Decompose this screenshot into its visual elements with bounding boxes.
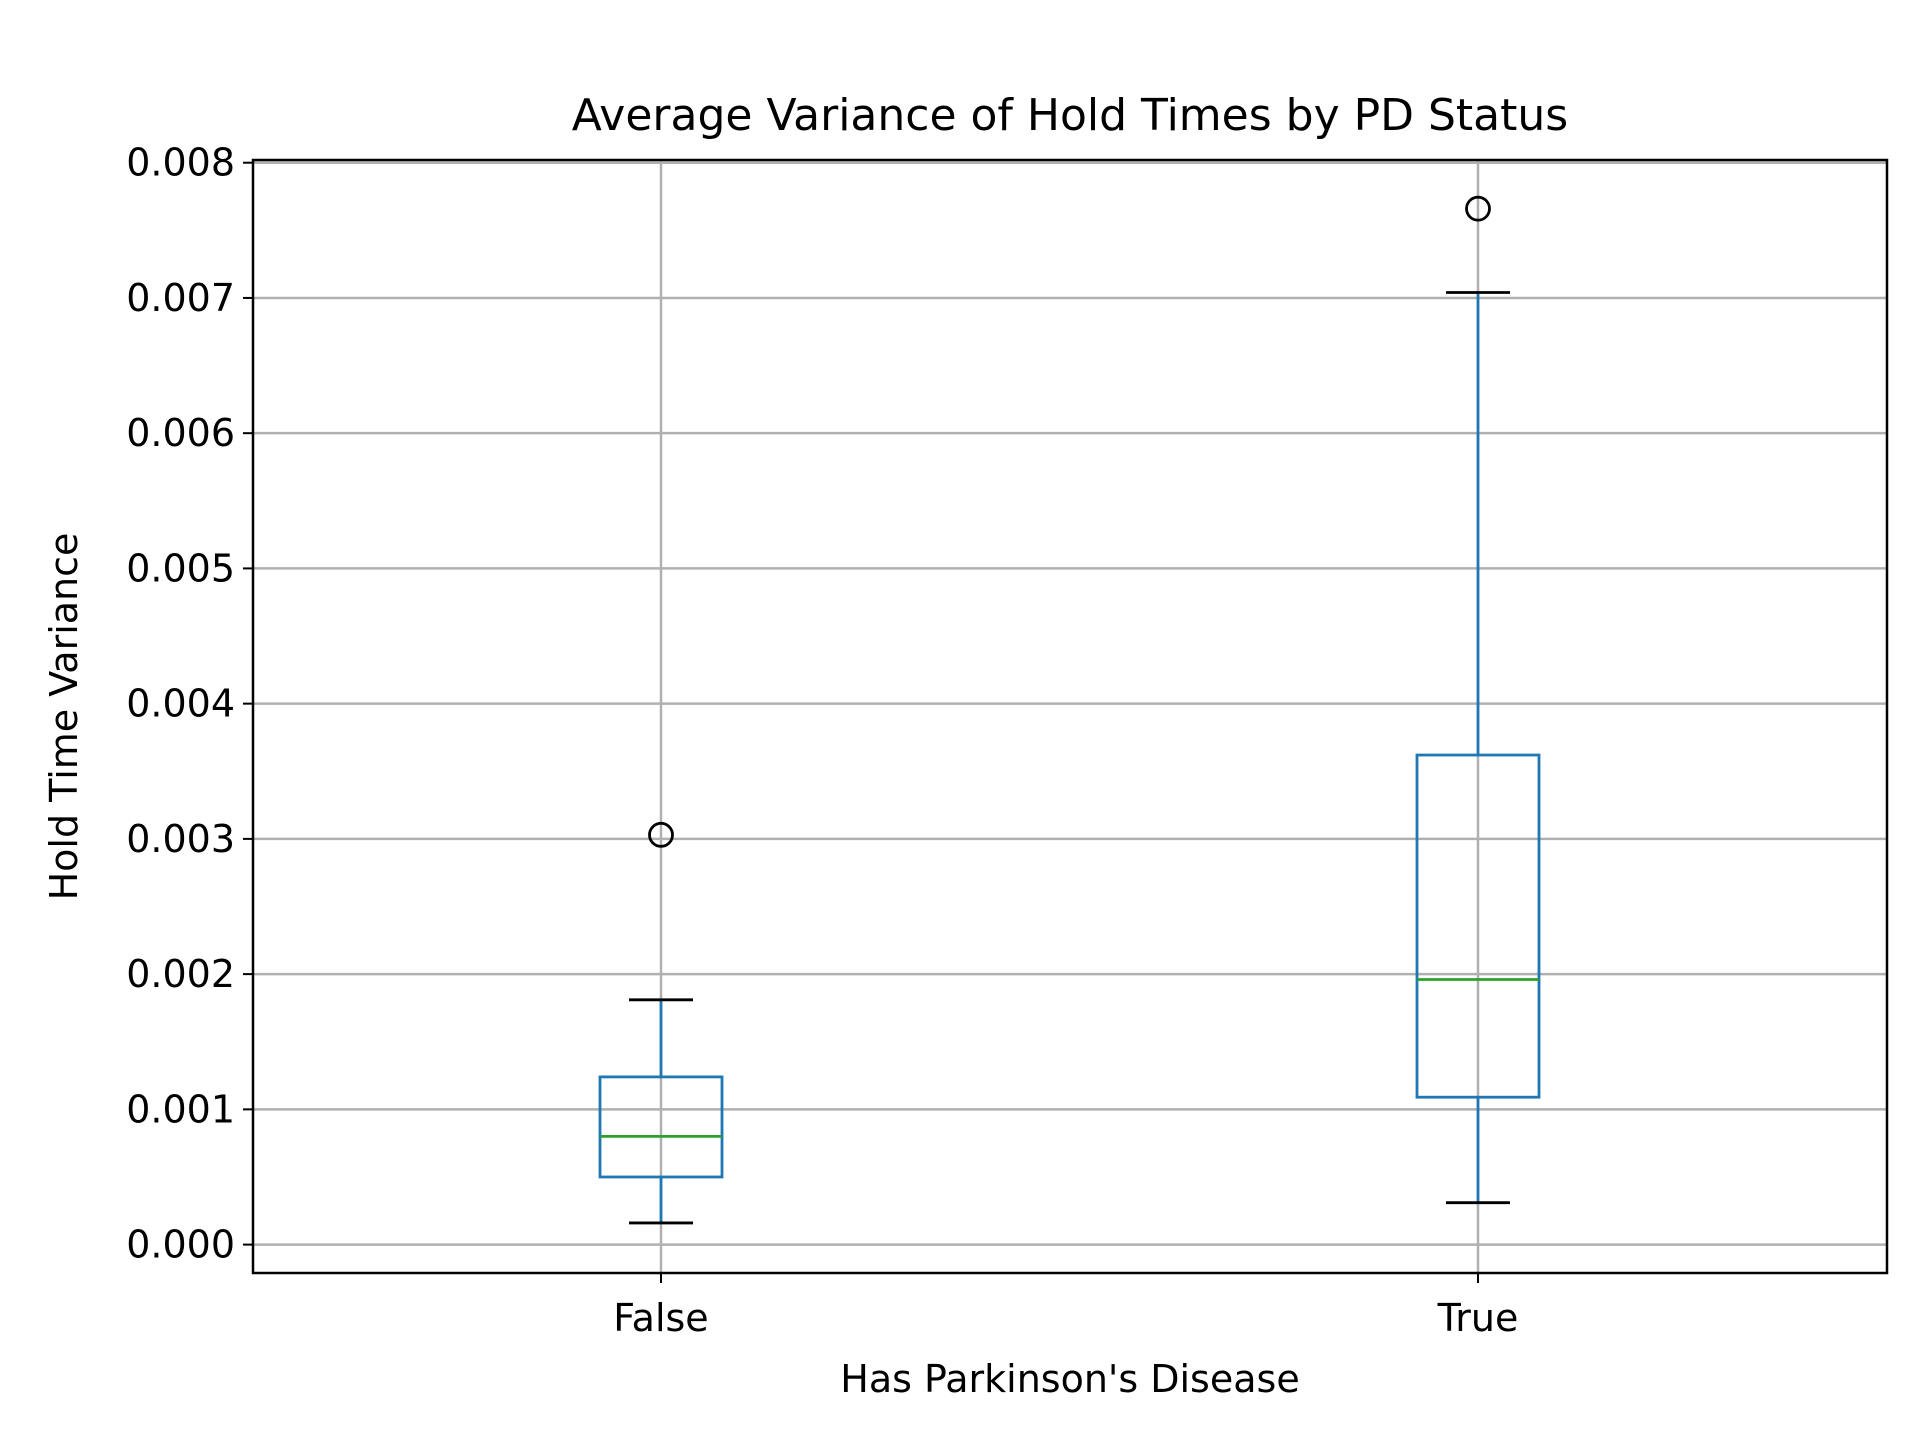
box-layer — [598, 195, 1541, 1225]
y-tick-label: 0.006 — [126, 411, 235, 455]
iqr-box — [598, 1075, 724, 1179]
y-tick-label: 0.005 — [126, 546, 235, 590]
box-group-true — [1415, 195, 1541, 1205]
outlier-point — [648, 821, 674, 848]
x-axis-label: Has Parkinson's Disease — [840, 1357, 1299, 1401]
y-tick-label: 0.002 — [126, 952, 235, 996]
y-tick-label: 0.007 — [126, 276, 235, 320]
box-group-false — [598, 821, 724, 1225]
chart-title: Average Variance of Hold Times by PD Sta… — [572, 90, 1568, 141]
x-tick-label: True — [1437, 1296, 1519, 1340]
x-tick-label: False — [613, 1296, 708, 1340]
iqr-box — [1415, 753, 1541, 1099]
plot-frame — [251, 158, 1889, 1275]
y-axis-label: Hold Time Variance — [42, 533, 86, 901]
grid-layer — [253, 160, 1887, 1273]
y-tick-label: 0.008 — [126, 141, 235, 185]
y-tick-label: 0.004 — [126, 682, 235, 726]
y-tick-label: 0.003 — [126, 817, 235, 861]
y-tick-label: 0.001 — [126, 1087, 235, 1131]
outlier-point — [1465, 195, 1491, 222]
tick-layer: 0.000 0.001 0.002 0.003 0.004 0.005 0.006 0.007… — [126, 141, 1518, 1340]
y-tick-label: 0.000 — [126, 1223, 235, 1267]
